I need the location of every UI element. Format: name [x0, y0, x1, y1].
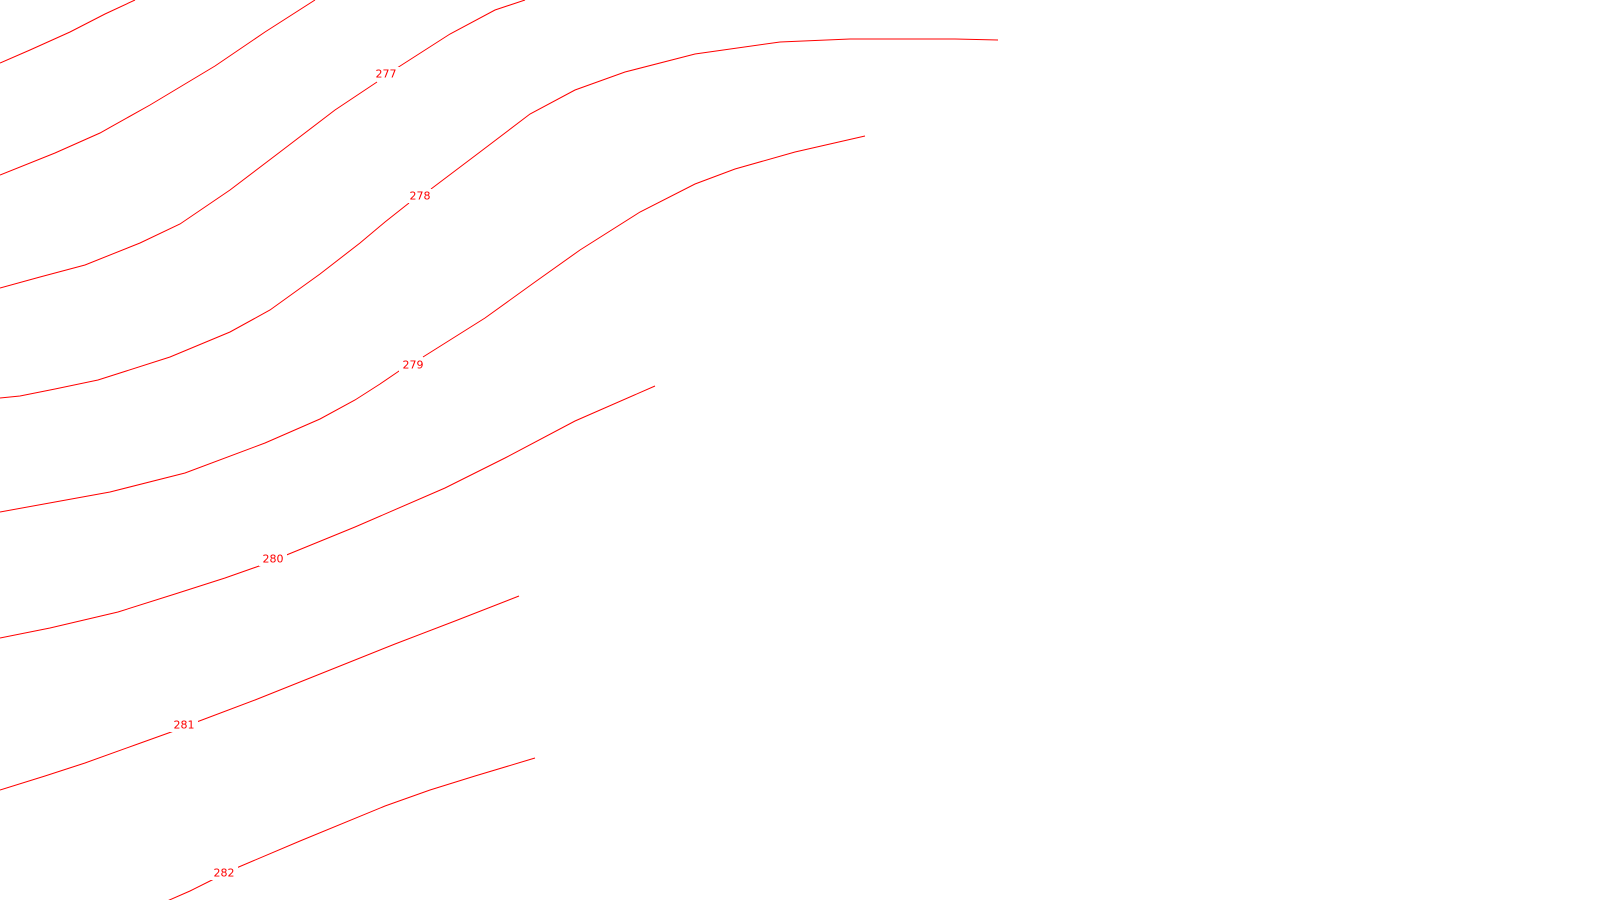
label-background [210, 866, 238, 880]
contour-label-280: 280 [259, 552, 287, 566]
label-background [406, 189, 434, 203]
contour-label-text: 281 [174, 719, 195, 732]
contour-line-unlabeled-b [0, 0, 316, 176]
contour-label-282: 282 [210, 866, 238, 880]
contour-label-text: 279 [403, 359, 424, 372]
contour-label-279: 279 [399, 358, 427, 372]
label-background [372, 67, 400, 81]
contour-line-279 [0, 368, 403, 513]
contour-label-278: 278 [406, 189, 434, 203]
contour-label-277: 277 [372, 67, 400, 81]
contour-line-278 [430, 38, 999, 190]
label-background [259, 552, 287, 566]
label-background [399, 358, 427, 372]
contour-line-281 [0, 730, 175, 791]
contour-line-280 [283, 385, 656, 557]
contour-line-unlabeled-a [0, 0, 136, 64]
contour-line-277 [396, 0, 526, 69]
contour-line-277 [0, 81, 378, 289]
contour-line-281 [193, 595, 520, 724]
contour-label-281: 281 [170, 718, 198, 732]
contour-line-282 [233, 757, 536, 870]
label-background [170, 718, 198, 732]
contour-line-280 [0, 564, 263, 639]
contour-label-text: 277 [376, 68, 397, 81]
contour-label-text: 278 [410, 190, 431, 203]
contour-line-282 [168, 878, 215, 900]
contour-label-text: 280 [263, 553, 284, 566]
contour-line-278 [0, 202, 410, 399]
contour-line-279 [422, 135, 866, 358]
contour-label-text: 282 [214, 867, 235, 880]
